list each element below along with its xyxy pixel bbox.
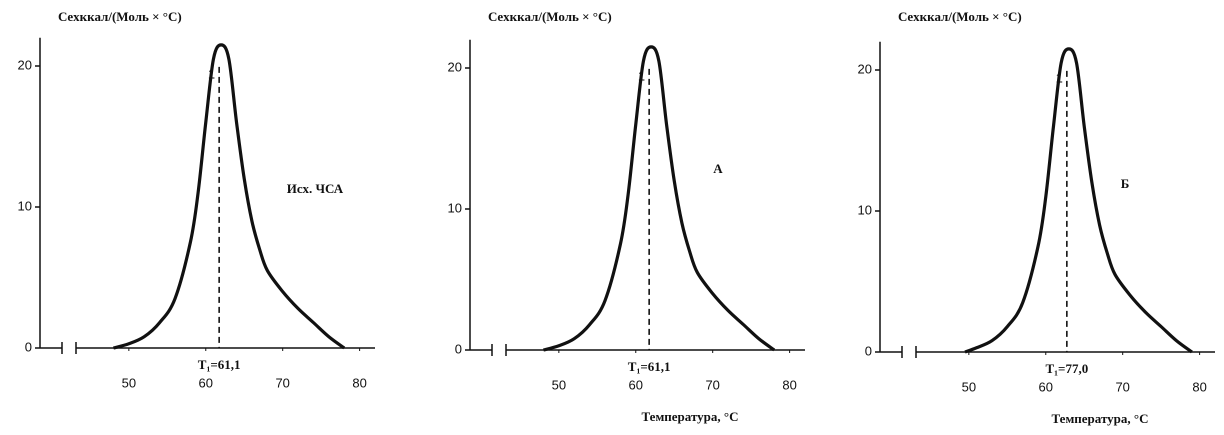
curve — [964, 47, 1193, 354]
y-tick-label: 10 — [858, 202, 872, 217]
x-tick-label: 60 — [199, 375, 213, 390]
y-axis-label: Cexккал/(Моль × °C) — [488, 9, 612, 24]
x-tick-label: 70 — [275, 375, 289, 390]
x-tick-label: 70 — [1115, 379, 1129, 394]
y-tick-label: 10 — [18, 198, 32, 213]
tm-label: T₁=77,0 — [1045, 361, 1088, 376]
y-axis-label: Cexккал/(Моль × °C) — [898, 9, 1022, 24]
peak-label: 1 — [638, 68, 645, 83]
x-tick-label: 50 — [122, 375, 136, 390]
annotation: Исх. ЧСА — [287, 181, 344, 196]
y-tick-label: 20 — [18, 57, 32, 72]
y-tick-label: 0 — [25, 339, 32, 354]
peak-label: 1 — [1056, 70, 1063, 85]
y-tick-label: 0 — [455, 341, 462, 356]
y-tick-label: 10 — [448, 200, 462, 215]
curve — [113, 43, 346, 350]
y-axis-label: Cexккал/(Моль × °C) — [58, 9, 182, 24]
y-tick-label: 20 — [858, 61, 872, 76]
y-tick-label: 20 — [448, 59, 462, 74]
curve — [543, 45, 776, 352]
x-tick-label: 70 — [705, 377, 719, 392]
x-tick-label: 80 — [1192, 379, 1206, 394]
tm-label: T₁=61,1 — [628, 359, 671, 374]
annotation: А — [713, 161, 723, 176]
x-tick-label: 50 — [962, 379, 976, 394]
x-tick-label: 60 — [1039, 379, 1053, 394]
peak-label: 1 — [208, 66, 215, 81]
x-axis-label: Температура, °C — [642, 409, 739, 424]
x-tick-label: 60 — [629, 377, 643, 392]
tm-label: T₁=61,1 — [198, 357, 241, 372]
x-tick-label: 80 — [352, 375, 366, 390]
annotation: Б — [1121, 176, 1130, 191]
y-tick-label: 0 — [865, 343, 872, 358]
x-tick-label: 80 — [782, 377, 796, 392]
x-tick-label: 50 — [552, 377, 566, 392]
x-axis-label: Температура, °C — [1052, 411, 1149, 426]
